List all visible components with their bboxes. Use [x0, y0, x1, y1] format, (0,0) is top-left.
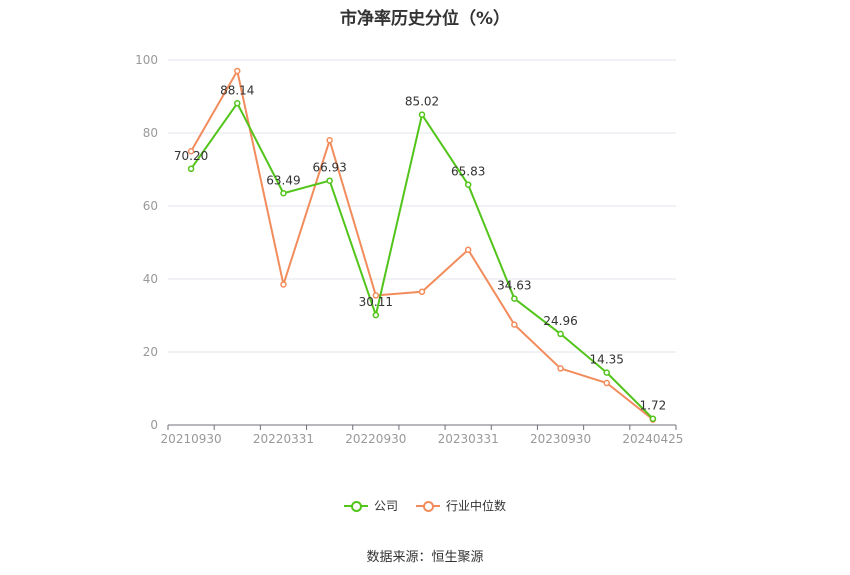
- data-point-company: [418, 111, 426, 118]
- data-point-company: [234, 100, 241, 107]
- data-point-company: [511, 295, 518, 302]
- data-point-company: [464, 181, 472, 188]
- data-point-industry: [187, 148, 195, 155]
- data-point-industry: [372, 292, 380, 299]
- data-label: 14.35: [590, 353, 624, 367]
- data-label: 30.11: [359, 295, 393, 309]
- legend: 公司 行业中位数: [0, 497, 850, 514]
- grid-lines: [168, 59, 676, 353]
- x-tick-label: 20230331: [438, 432, 499, 446]
- y-tick-label: 80: [143, 126, 158, 140]
- data-label: 65.83: [451, 165, 485, 179]
- series-group: [187, 67, 657, 423]
- y-tick-label: 60: [143, 199, 158, 213]
- x-tick-label: 20210930: [161, 432, 222, 446]
- data-point-company: [187, 165, 195, 173]
- data-labels: 70.20 88.14 63.49 66.93 30.11 85.02 65.83 34.63…: [174, 83, 666, 412]
- data-point-industry: [603, 379, 610, 387]
- source-note: 数据来源：恒生聚源: [366, 550, 484, 565]
- legend-item-company[interactable]: 公司: [343, 497, 398, 514]
- y-tick-label: 20: [143, 345, 158, 359]
- data-point-industry: [326, 137, 333, 144]
- legend-swatch-industry: [416, 499, 440, 513]
- data-point-company: [326, 177, 333, 184]
- data-label: 34.63: [497, 279, 531, 293]
- legend-label-industry: 行业中位数: [446, 499, 507, 513]
- x-tick-label: 20220930: [345, 432, 406, 446]
- axes: 0 20 40 60 80 100 20210930 20220331 20220930 2023…: [135, 53, 683, 446]
- data-point-industry: [280, 281, 287, 288]
- data-point-company: [603, 369, 610, 376]
- x-tick-label: 20240425: [622, 432, 683, 446]
- y-tick-label: 0: [150, 418, 158, 432]
- x-tick-label: 20230930: [530, 432, 591, 446]
- series-line-industry: [190, 69, 654, 421]
- data-label: 88.14: [220, 83, 254, 97]
- data-point-industry: [511, 321, 518, 328]
- data-point-company: [372, 311, 380, 319]
- x-tick-label: 20220331: [253, 432, 314, 446]
- legend-label-company: 公司: [373, 499, 398, 513]
- series-line-company: [190, 102, 654, 420]
- data-label: 70.20: [174, 149, 208, 163]
- data-point-industry: [557, 365, 564, 372]
- data-label: 24.96: [543, 314, 577, 328]
- y-tick-label: 40: [143, 272, 158, 286]
- data-point-company: [280, 190, 287, 197]
- data-point-industry: [464, 246, 472, 254]
- data-label: 66.93: [312, 161, 346, 175]
- data-point-industry: [234, 67, 241, 75]
- data-point-industry: [418, 288, 426, 296]
- data-label: 1.72: [640, 399, 667, 413]
- y-tick-label: 100: [135, 53, 158, 67]
- data-point-company: [649, 415, 657, 422]
- data-label: 85.02: [405, 95, 439, 109]
- legend-swatch-company: [343, 499, 368, 513]
- data-point-company: [557, 330, 564, 338]
- chart-title: 市净率历史分位（%）: [339, 9, 511, 29]
- legend-item-industry[interactable]: 行业中位数: [416, 497, 506, 514]
- data-label: 63.49: [266, 173, 300, 187]
